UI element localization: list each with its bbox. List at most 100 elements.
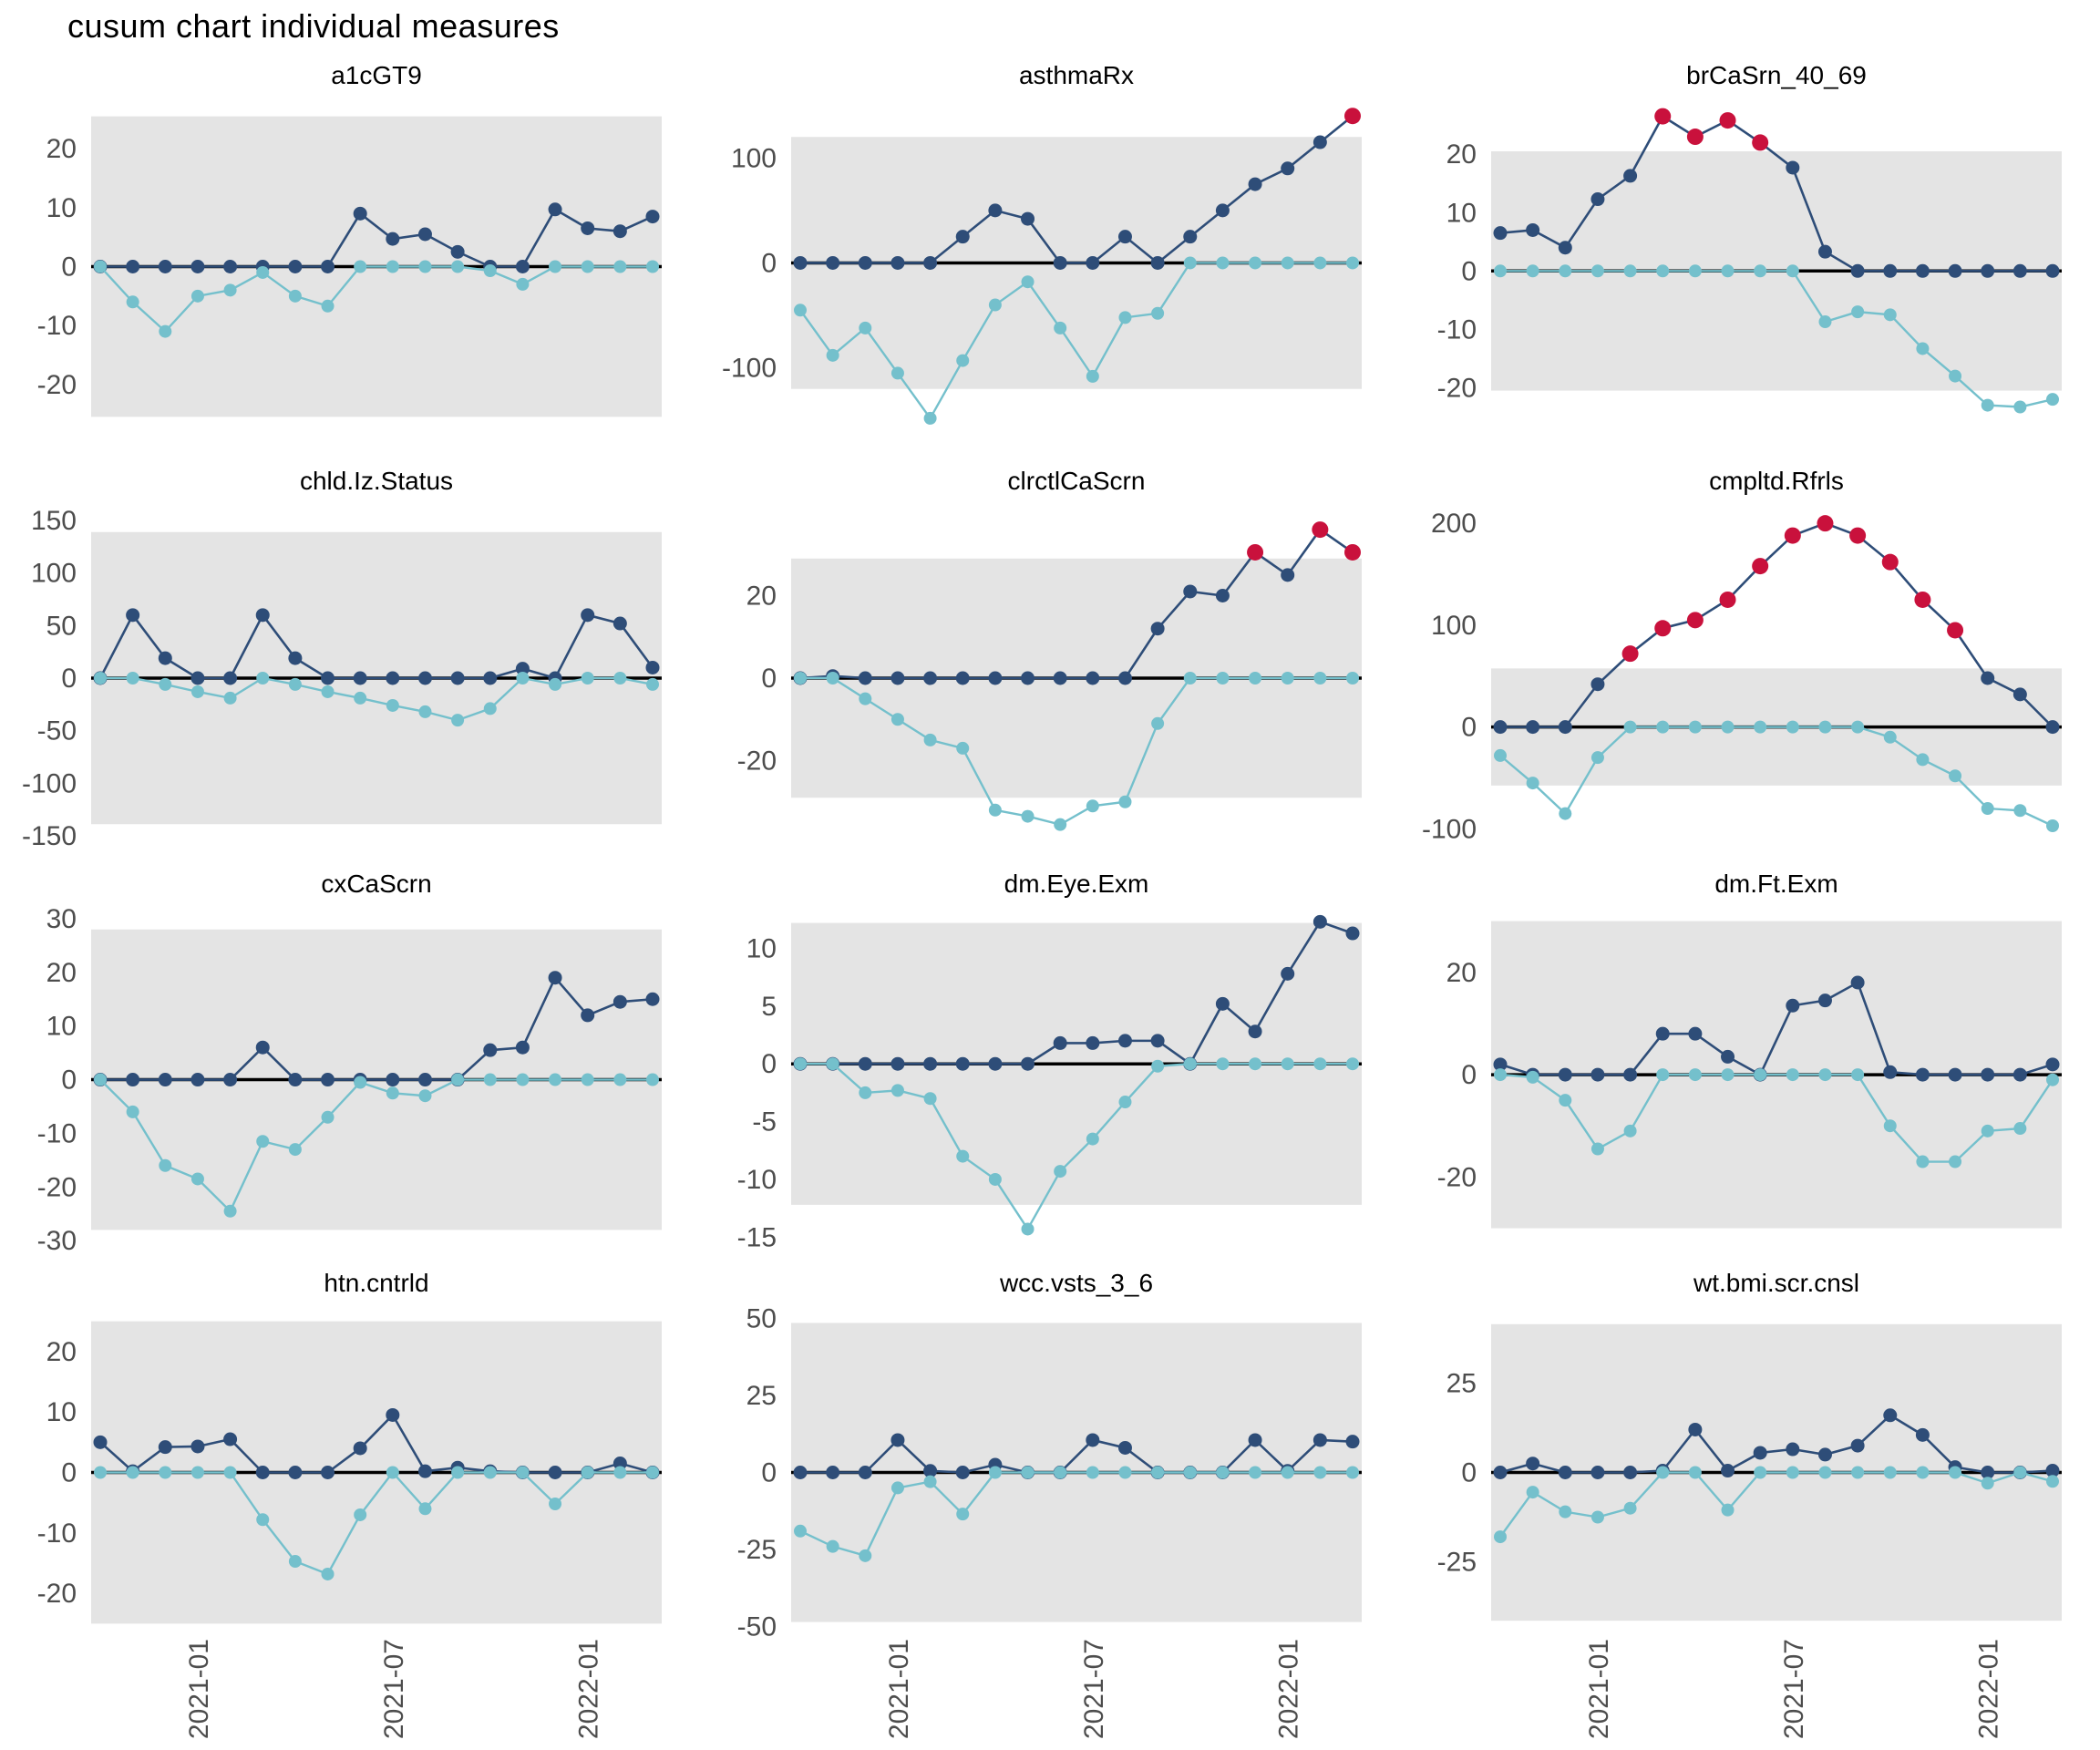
- data-point-upper: [1590, 192, 1605, 207]
- data-point-lower: [2046, 819, 2059, 833]
- signal-point: [1312, 521, 1329, 539]
- data-point-upper: [581, 221, 595, 235]
- signal-point: [1344, 543, 1361, 561]
- data-point-lower: [159, 1158, 172, 1172]
- data-point-lower: [1313, 1466, 1327, 1479]
- y-tick-label: 0: [61, 1458, 77, 1488]
- facet-title: cxCaScrn: [321, 870, 431, 898]
- data-point-lower: [1086, 1466, 1099, 1479]
- y-tick-label: -5: [752, 1107, 777, 1138]
- y-tick-label: 0: [1461, 1458, 1477, 1488]
- data-point-upper: [548, 1466, 562, 1479]
- data-point-lower: [1981, 1477, 1994, 1490]
- x-tick-label: 2021-01: [184, 1639, 214, 1739]
- chart-title: cusum chart individual measures: [67, 7, 560, 45]
- data-point-lower: [923, 1475, 937, 1488]
- data-point-lower: [418, 1089, 432, 1103]
- data-point-lower: [956, 1149, 970, 1163]
- data-point-upper: [988, 1056, 1003, 1071]
- y-tick-label: -20: [1437, 1162, 1477, 1192]
- y-tick-label: -100: [1422, 814, 1477, 844]
- data-point-lower: [451, 1466, 465, 1479]
- data-point-lower: [321, 299, 335, 313]
- data-point-lower: [2046, 1475, 2059, 1488]
- data-point-lower: [1281, 672, 1294, 685]
- y-tick-label: 20: [746, 582, 777, 612]
- data-point-upper: [1883, 263, 1898, 278]
- data-point-upper: [1655, 1026, 1670, 1041]
- data-point-upper: [126, 260, 140, 273]
- data-point-lower: [1916, 753, 1930, 767]
- data-point-lower: [354, 1076, 367, 1089]
- data-point-upper: [1623, 1067, 1638, 1082]
- data-point-lower: [1086, 1132, 1099, 1146]
- data-point-upper: [1281, 568, 1295, 582]
- data-point-lower: [223, 283, 237, 297]
- data-point-lower: [581, 260, 594, 273]
- data-point-upper: [1526, 720, 1540, 735]
- y-tick-label: 10: [46, 1397, 77, 1427]
- data-point-upper: [1021, 211, 1035, 226]
- data-point-lower: [223, 1466, 237, 1479]
- signal-point: [1247, 543, 1264, 561]
- data-point-lower: [516, 277, 530, 291]
- y-tick-label: 0: [1461, 1060, 1477, 1090]
- data-point-lower: [826, 348, 839, 362]
- data-point-lower: [1721, 1503, 1735, 1517]
- y-tick-label: -10: [737, 1165, 777, 1195]
- data-point-upper: [2012, 263, 2027, 278]
- data-point-lower: [1786, 1466, 1799, 1479]
- data-point-upper: [793, 1466, 808, 1479]
- data-point-upper: [645, 992, 660, 1006]
- y-tick-label: 0: [61, 1065, 77, 1096]
- data-point-lower: [190, 1466, 204, 1479]
- data-point-lower: [1688, 1466, 1702, 1479]
- facet-title: dm.Ft.Exm: [1714, 870, 1838, 898]
- data-point-upper: [321, 1073, 335, 1087]
- data-point-upper: [1150, 622, 1165, 636]
- data-point-lower: [483, 1073, 497, 1086]
- data-point-lower: [1656, 1466, 1670, 1479]
- y-tick-label: 100: [31, 559, 77, 589]
- data-point-upper: [158, 1440, 172, 1455]
- signal-point: [1344, 108, 1361, 125]
- y-tick-label: -30: [37, 1226, 77, 1256]
- data-point-upper: [923, 1056, 938, 1071]
- data-point-lower: [1623, 720, 1637, 734]
- data-point-upper: [158, 1073, 172, 1087]
- data-point-lower: [94, 1466, 107, 1479]
- data-point-lower: [223, 1204, 237, 1218]
- y-tick-label: 100: [731, 143, 777, 173]
- x-axis: 2021-01 2021-07 2022-01 2021-01 2021-07 2022-…: [184, 1639, 2004, 1739]
- data-point-upper: [255, 1040, 270, 1055]
- data-point-lower: [890, 713, 904, 726]
- data-point-lower: [890, 366, 904, 380]
- data-point-lower: [386, 1466, 399, 1479]
- data-point-upper: [1915, 1427, 1930, 1442]
- data-point-lower: [451, 1073, 465, 1086]
- data-point-lower: [1313, 672, 1327, 685]
- data-point-lower: [256, 672, 270, 685]
- data-point-lower: [1021, 809, 1035, 823]
- y-tick-label: -10: [37, 311, 77, 341]
- data-point-upper: [1493, 720, 1508, 735]
- data-point-lower: [1526, 1486, 1539, 1499]
- data-point-upper: [1817, 993, 1832, 1008]
- data-point-upper: [2045, 1464, 2060, 1478]
- facet-a1cGT9: a1cGT9 20 10 0 -10 -20: [37, 61, 662, 417]
- y-tick-label: 0: [61, 664, 77, 694]
- data-point-lower: [354, 260, 367, 273]
- data-point-lower: [1249, 672, 1262, 685]
- data-point-upper: [923, 255, 938, 270]
- data-point-lower: [1981, 1124, 1994, 1138]
- signal-point: [1654, 108, 1672, 125]
- data-point-lower: [2013, 400, 2027, 414]
- signal-point: [1947, 622, 1964, 639]
- data-point-lower: [2013, 1466, 2027, 1479]
- facet-title: htn.cntrld: [324, 1269, 428, 1297]
- data-point-lower: [859, 1086, 872, 1099]
- facet-title: clrctlCaScrn: [1008, 467, 1146, 495]
- data-point-lower: [1721, 720, 1735, 734]
- data-point-upper: [288, 1073, 303, 1087]
- data-point-upper: [826, 255, 840, 270]
